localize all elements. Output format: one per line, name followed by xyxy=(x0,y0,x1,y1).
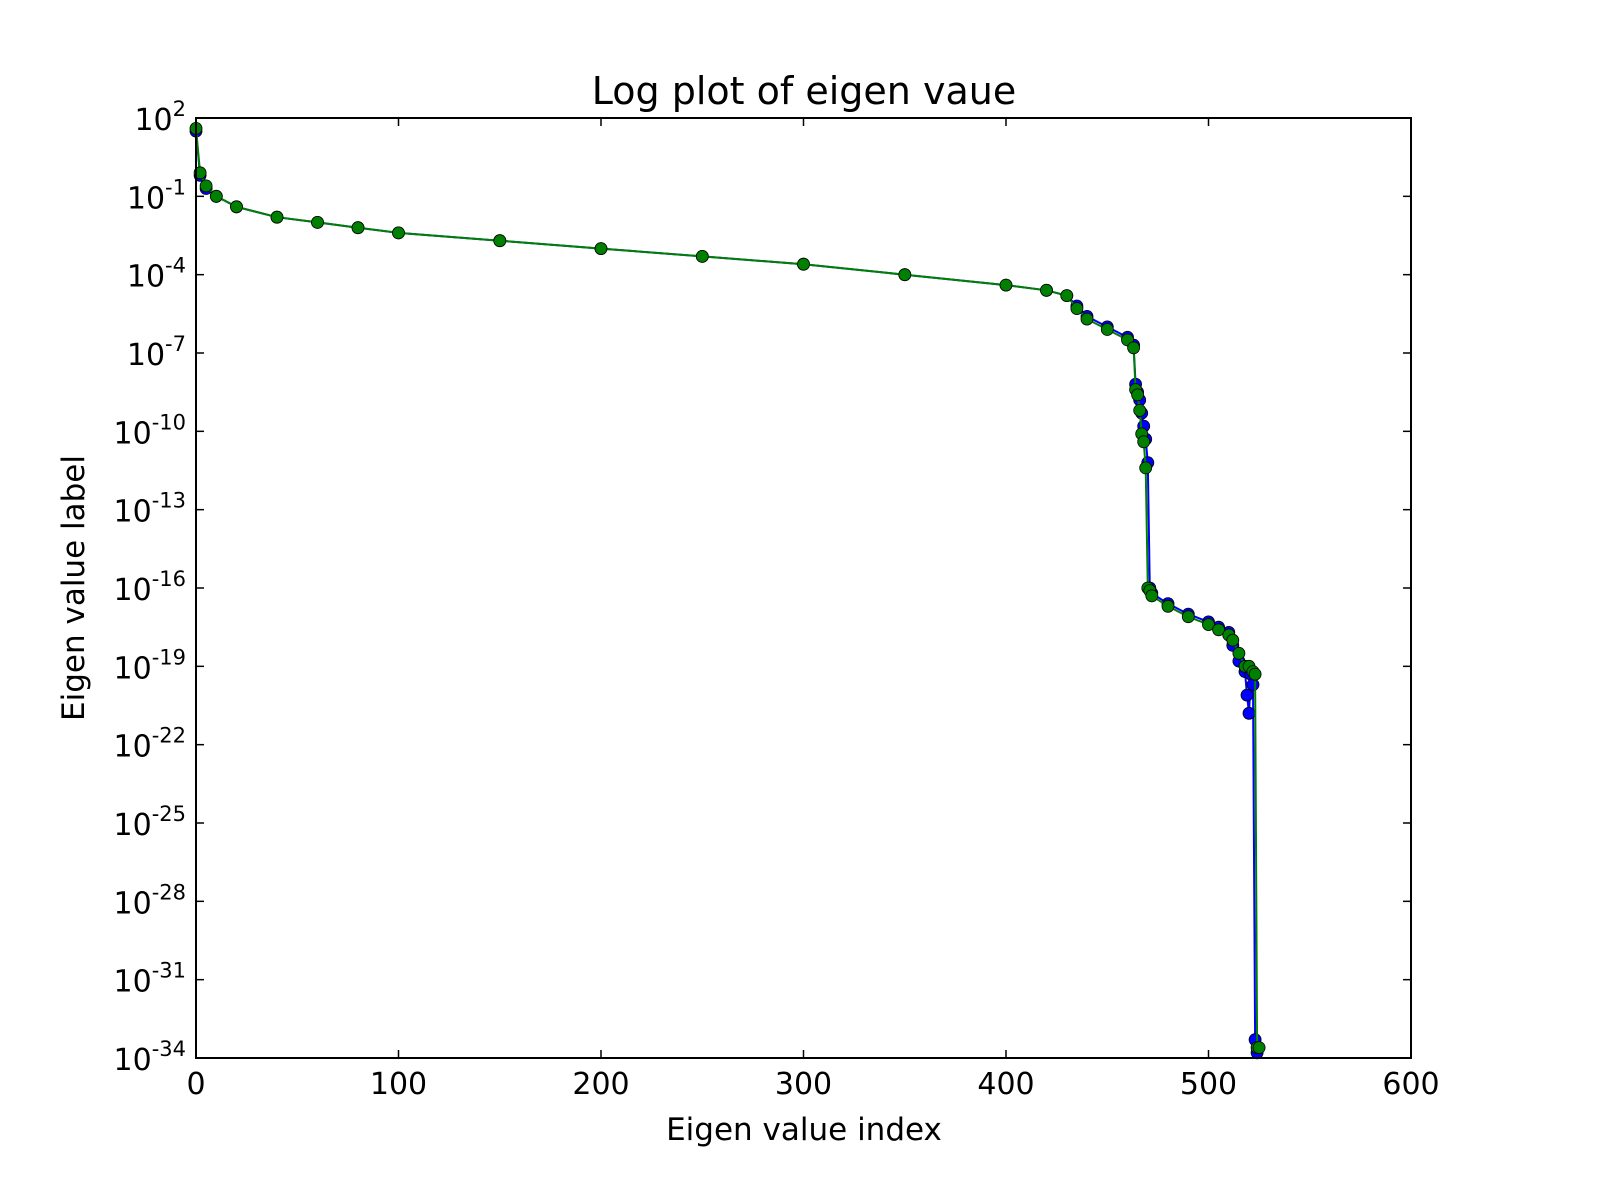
x-tick-label: 400 xyxy=(977,1067,1034,1102)
x-tick-label: 600 xyxy=(1382,1067,1439,1102)
series-2-point xyxy=(270,210,284,224)
y-tick-label: 10-19 xyxy=(114,645,187,686)
series-2-line xyxy=(195,128,1260,1049)
series-1-point xyxy=(1240,688,1254,702)
series-2-point xyxy=(493,234,507,248)
y-tick-label: 102 xyxy=(134,97,186,138)
series-2-point xyxy=(193,166,207,180)
y-tick-label: 10-13 xyxy=(114,489,187,530)
x-tick-label: 0 xyxy=(186,1067,205,1102)
series-2-point xyxy=(1139,461,1153,475)
series-2-point xyxy=(392,226,405,240)
y-tick-label: 10-28 xyxy=(114,880,187,921)
plot-frame xyxy=(195,117,1412,1059)
y-tick-label: 10-7 xyxy=(127,332,186,373)
y-tick-label: 10-25 xyxy=(114,802,187,843)
y-tick-label: 10-16 xyxy=(114,567,187,608)
x-tick-label: 300 xyxy=(775,1067,832,1102)
series-2-point xyxy=(898,268,912,282)
series-2-point xyxy=(1100,323,1114,336)
series-1-point xyxy=(1242,706,1256,720)
series-2-point xyxy=(1232,646,1246,660)
plot-area xyxy=(189,121,1266,1060)
series-2-point xyxy=(1040,283,1053,297)
series-2-point xyxy=(797,257,810,271)
series-1-line xyxy=(195,131,1259,1053)
series-2-point xyxy=(1137,435,1151,449)
y-tick-label: 10-4 xyxy=(127,254,186,295)
series-2-point xyxy=(1248,667,1262,681)
series-2-point xyxy=(1252,1041,1266,1054)
y-tick-label: 10-10 xyxy=(114,410,187,451)
series-2-point xyxy=(1060,289,1074,303)
x-axis-label: Eigen value index xyxy=(666,1112,942,1148)
x-tick-label: 500 xyxy=(1180,1067,1237,1102)
series-2-point xyxy=(594,242,608,256)
series-2-point xyxy=(1070,302,1084,316)
series-2-point xyxy=(1145,589,1159,603)
y-tick-label: 10-34 xyxy=(114,1037,187,1078)
series-2-point xyxy=(999,278,1013,292)
chart-title: Log plot of eigen vaue xyxy=(592,69,1016,113)
series-2-point xyxy=(1181,610,1195,624)
series-2-point xyxy=(209,189,223,203)
series-2-point xyxy=(1127,341,1140,355)
series-2-point xyxy=(1226,633,1240,647)
series-2-point xyxy=(1080,312,1094,326)
series-2-point xyxy=(311,215,324,229)
series-2-point xyxy=(1212,623,1225,637)
y-tick-label: 10-22 xyxy=(114,724,187,765)
x-tick-label: 100 xyxy=(370,1067,427,1102)
y-tick-label: 10-1 xyxy=(127,175,186,216)
y-axis-ticks: 102 10-1 10-4 10-7 10-10 10-13 10-16 10-19 10-22… xyxy=(114,97,1411,1078)
series-2-point xyxy=(1131,388,1144,402)
x-axis-ticks: 0 100 200 300 400 500 600 xyxy=(186,118,1440,1102)
series-2-point xyxy=(199,179,213,193)
y-tick-label: 10-31 xyxy=(114,959,187,1000)
y-axis-label: Eigen value label xyxy=(56,455,92,721)
series-2-point xyxy=(1133,403,1147,417)
series-2-point xyxy=(351,221,365,235)
series-1-point xyxy=(1246,678,1260,691)
series-2-point xyxy=(1202,618,1215,631)
series-2-point xyxy=(1161,599,1175,613)
x-tick-label: 200 xyxy=(572,1067,629,1102)
series-2-point xyxy=(230,200,243,214)
series-2-point xyxy=(695,249,709,263)
